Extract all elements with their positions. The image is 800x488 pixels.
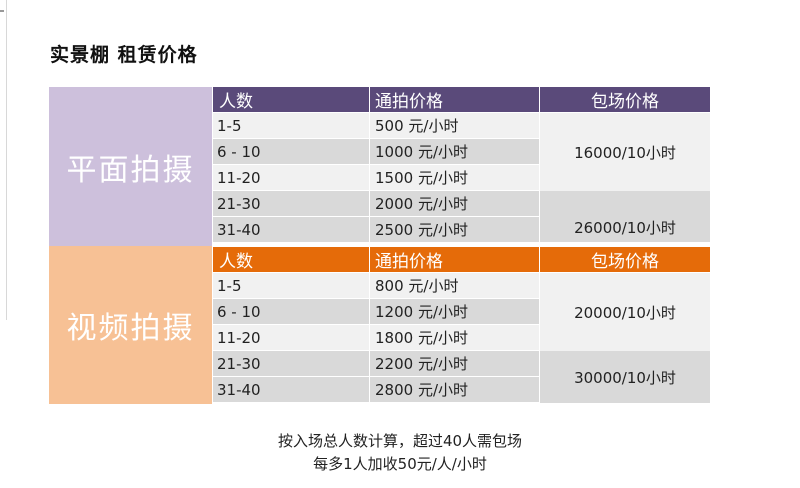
page-title: 实景棚 租赁价格 [50, 44, 198, 66]
photo-row-4-people: 21-30 [213, 191, 369, 216]
photo-row-4-price: 2000 元/小时 [370, 191, 539, 216]
photo-row-3-people: 11-20 [213, 165, 369, 190]
video-header-people: 人数 [213, 247, 369, 272]
window-edge-line [6, 0, 7, 320]
video-section-label: 视频拍摄 [49, 246, 212, 404]
video-row-3-people: 11-20 [213, 325, 369, 350]
photo-header-hourly-price: 通拍价格 [370, 87, 539, 112]
video-row-1-people: 1-5 [213, 273, 369, 298]
photo-package-price-large: 26000/10小时 [540, 191, 710, 242]
photo-row-1-price: 500 元/小时 [370, 113, 539, 138]
pricing-note-line-2: 每多1人加收50元/人/小时 [313, 455, 487, 473]
video-package-price-large: 30000/10小时 [540, 351, 710, 403]
photo-row-3-price: 1500 元/小时 [370, 165, 539, 190]
window-edge-mark [0, 10, 4, 12]
video-package-price-small: 20000/10小时 [540, 273, 710, 351]
video-row-5-price: 2800 元/小时 [370, 377, 539, 402]
photo-row-1-people: 1-5 [213, 113, 369, 138]
video-row-2-price: 1200 元/小时 [370, 299, 539, 324]
video-row-2-people: 6 - 10 [213, 299, 369, 324]
photo-row-2-people: 6 - 10 [213, 139, 369, 164]
pricing-note-line-1: 按入场总人数计算，超过40人需包场 [277, 432, 523, 450]
photo-row-2-price: 1000 元/小时 [370, 139, 539, 164]
photo-row-5-price: 2500 元/小时 [370, 217, 539, 242]
video-row-4-price: 2200 元/小时 [370, 351, 539, 376]
photo-header-package-price: 包场价格 [540, 87, 710, 112]
video-row-4-people: 21-30 [213, 351, 369, 376]
photo-section-label: 平面拍摄 [49, 87, 212, 246]
video-row-3-price: 1800 元/小时 [370, 325, 539, 350]
video-header-package-price: 包场价格 [540, 247, 710, 272]
video-row-5-people: 31-40 [213, 377, 369, 402]
video-row-1-price: 800 元/小时 [370, 273, 539, 298]
photo-header-people: 人数 [213, 87, 369, 112]
video-header-hourly-price: 通拍价格 [370, 247, 539, 272]
photo-package-price-small: 16000/10小时 [540, 113, 710, 191]
photo-row-5-people: 31-40 [213, 217, 369, 242]
